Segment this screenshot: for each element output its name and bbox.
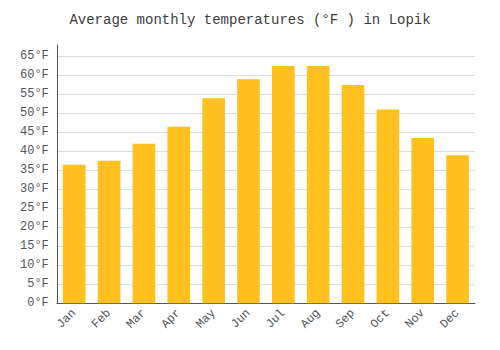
svg-text:Jun: Jun bbox=[228, 306, 253, 331]
svg-text:0°F: 0°F bbox=[27, 296, 49, 310]
svg-text:55°F: 55°F bbox=[20, 87, 49, 101]
svg-text:15°F: 15°F bbox=[20, 239, 49, 253]
svg-text:65°F: 65°F bbox=[20, 49, 49, 63]
svg-text:25°F: 25°F bbox=[20, 201, 49, 215]
svg-text:Oct: Oct bbox=[368, 306, 393, 331]
svg-text:Sep: Sep bbox=[333, 306, 358, 331]
svg-text:Apr: Apr bbox=[159, 306, 184, 331]
svg-text:50°F: 50°F bbox=[20, 106, 49, 120]
svg-text:Feb: Feb bbox=[89, 306, 114, 331]
svg-text:35°F: 35°F bbox=[20, 163, 49, 177]
svg-text:20°F: 20°F bbox=[20, 220, 49, 234]
svg-text:Jul: Jul bbox=[263, 306, 288, 331]
svg-text:10°F: 10°F bbox=[20, 258, 49, 272]
svg-text:5°F: 5°F bbox=[27, 277, 49, 291]
svg-text:45°F: 45°F bbox=[20, 125, 49, 139]
svg-text:Dec: Dec bbox=[437, 306, 462, 331]
svg-text:Jan: Jan bbox=[54, 306, 79, 331]
svg-text:60°F: 60°F bbox=[20, 68, 49, 82]
svg-text:Aug: Aug bbox=[298, 306, 323, 331]
svg-text:Nov: Nov bbox=[403, 306, 428, 331]
svg-text:30°F: 30°F bbox=[20, 182, 49, 196]
svg-text:Average monthly temperatures (: Average monthly temperatures (°F ) in Lo… bbox=[69, 12, 430, 28]
svg-text:May: May bbox=[193, 306, 218, 331]
svg-text:40°F: 40°F bbox=[20, 144, 49, 158]
svg-text:Mar: Mar bbox=[124, 306, 149, 331]
